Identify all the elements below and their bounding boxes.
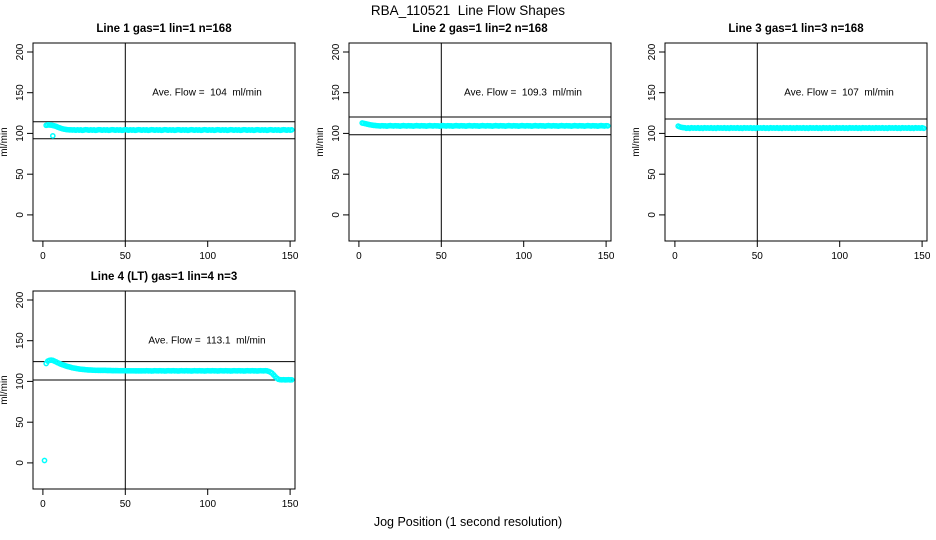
plot-canvas-line-3: 0 50 100 150 0 50 100 150 200 ml/min — [632, 42, 931, 262]
svg-text:50: 50 — [647, 168, 658, 180]
svg-text:150: 150 — [15, 84, 26, 101]
subplot-line-4: 0 50 100 150 0 50 100 150 200 ml/min Line 4 (LT) … — [0, 270, 312, 520]
svg-text:0: 0 — [672, 251, 678, 262]
plot-canvas-line-4: 0 50 100 150 0 50 100 150 200 ml/min — [0, 290, 299, 510]
svg-text:100: 100 — [15, 125, 26, 142]
svg-text:200: 200 — [15, 43, 26, 60]
svg-text:100: 100 — [331, 125, 342, 142]
svg-text:0: 0 — [40, 251, 46, 262]
svg-text:0: 0 — [40, 499, 46, 510]
svg-text:150: 150 — [282, 251, 299, 262]
svg-text:200: 200 — [331, 43, 342, 60]
svg-text:150: 150 — [282, 499, 299, 510]
subplot-title: Line 2 gas=1 lin=2 n=168 — [412, 23, 548, 35]
svg-text:50: 50 — [120, 251, 132, 262]
subplot-line-2: 0 50 100 150 0 50 100 150 200 ml/min Line 2 gas=1… — [316, 22, 628, 272]
subplot-line-3: 0 50 100 150 0 50 100 150 200 ml/min Line 3 gas=1… — [632, 22, 936, 272]
subplot-title: Line 4 (LT) gas=1 lin=4 n=3 — [90, 271, 238, 283]
svg-text:ml/min: ml/min — [0, 375, 10, 404]
svg-text:100: 100 — [831, 251, 848, 262]
svg-text:0: 0 — [331, 212, 342, 218]
svg-text:100: 100 — [515, 251, 532, 262]
svg-text:0: 0 — [15, 460, 26, 466]
ave-flow-annotation: Ave. Flow = 107 ml/min — [784, 87, 894, 99]
x-axis-label: Jog Position (1 second resolution) — [373, 515, 563, 529]
svg-text:50: 50 — [331, 168, 342, 180]
svg-text:150: 150 — [914, 251, 931, 262]
svg-text:100: 100 — [199, 251, 216, 262]
subplot-title: Line 1 gas=1 lin=1 n=168 — [96, 23, 232, 35]
plot-canvas-line-2: 0 50 100 150 0 50 100 150 200 ml/min — [316, 42, 615, 262]
ave-flow-annotation: Ave. Flow = 109.3 ml/min — [464, 87, 582, 99]
svg-text:50: 50 — [752, 251, 764, 262]
ave-flow-annotation: Ave. Flow = 113.1 ml/min — [148, 335, 266, 347]
svg-text:100: 100 — [199, 499, 216, 510]
plot-canvas-line-1: 0 50 100 150 0 50 100 150 200 ml/min — [0, 42, 299, 262]
svg-text:100: 100 — [15, 373, 26, 390]
svg-text:100: 100 — [647, 125, 658, 142]
svg-text:150: 150 — [647, 84, 658, 101]
svg-text:150: 150 — [598, 251, 615, 262]
svg-text:50: 50 — [15, 168, 26, 180]
svg-text:150: 150 — [331, 84, 342, 101]
svg-text:50: 50 — [15, 416, 26, 428]
subplot-line-1: 0 50 100 150 0 50 100 150 200 ml/min Line 1 gas=1… — [0, 22, 312, 272]
ave-flow-annotation: Ave. Flow = 104 ml/min — [152, 87, 262, 99]
svg-text:ml/min: ml/min — [0, 127, 10, 156]
svg-text:200: 200 — [15, 291, 26, 308]
svg-text:ml/min: ml/min — [316, 127, 326, 156]
svg-text:0: 0 — [15, 212, 26, 218]
svg-text:50: 50 — [436, 251, 448, 262]
svg-text:50: 50 — [120, 499, 132, 510]
figure-title: RBA_110521 Line Flow Shapes — [370, 3, 566, 18]
svg-text:0: 0 — [647, 212, 658, 218]
svg-text:ml/min: ml/min — [632, 127, 642, 156]
svg-text:200: 200 — [647, 43, 658, 60]
subplot-title: Line 3 gas=1 lin=3 n=168 — [728, 23, 864, 35]
svg-text:150: 150 — [15, 332, 26, 349]
svg-text:0: 0 — [356, 251, 362, 262]
